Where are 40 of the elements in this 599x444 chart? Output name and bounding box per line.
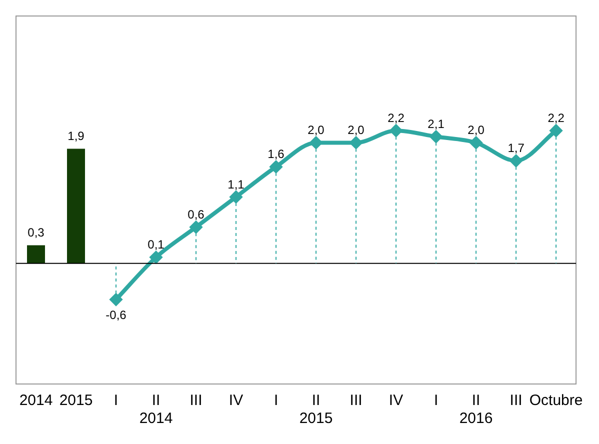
data-label: 0,1 [148, 238, 165, 252]
x-tick-label: Octubre [529, 392, 583, 410]
data-label: 2,1 [428, 116, 445, 131]
x-tick-label: II 2016 [459, 392, 493, 428]
x-tick-label: III [510, 392, 522, 410]
point [230, 190, 242, 203]
point [150, 251, 162, 264]
x-tick-label: III [190, 392, 202, 410]
point [190, 221, 202, 234]
x-tick-label: II 2015 [299, 392, 333, 428]
point [310, 136, 322, 149]
data-label: 2,0 [468, 123, 485, 137]
x-tick-label: III [350, 392, 362, 410]
x-tick-label: IV [388, 392, 404, 410]
point [110, 294, 122, 306]
data-label: 1,9 [68, 129, 85, 144]
x-tick-label: IV [228, 392, 244, 410]
point [470, 136, 482, 149]
x-tick-label: I [114, 392, 118, 410]
data-label: 2,2 [388, 110, 405, 125]
x-tick-label: I [274, 392, 278, 410]
data-label: 1,6 [268, 147, 285, 162]
data-label: 0,3 [28, 226, 45, 240]
x-tick-label: II 2014 [139, 392, 173, 428]
x-tick-label: I [434, 392, 438, 410]
point [550, 124, 562, 137]
x-tick-label: 2015 [59, 392, 93, 410]
point [390, 124, 402, 137]
data-label: 1,7 [508, 141, 525, 156]
data-label: 1,1 [228, 177, 245, 192]
point [350, 136, 362, 149]
data-label: 0,6 [188, 207, 205, 222]
data-label: 2,2 [548, 110, 565, 125]
x-tick-label: 2014 [19, 392, 53, 410]
data-label: 2,0 [348, 123, 365, 137]
point [270, 160, 282, 173]
data-label: -0,6 [106, 308, 127, 322]
data-label: 2,0 [308, 123, 325, 137]
point [430, 130, 442, 143]
point [510, 154, 522, 167]
